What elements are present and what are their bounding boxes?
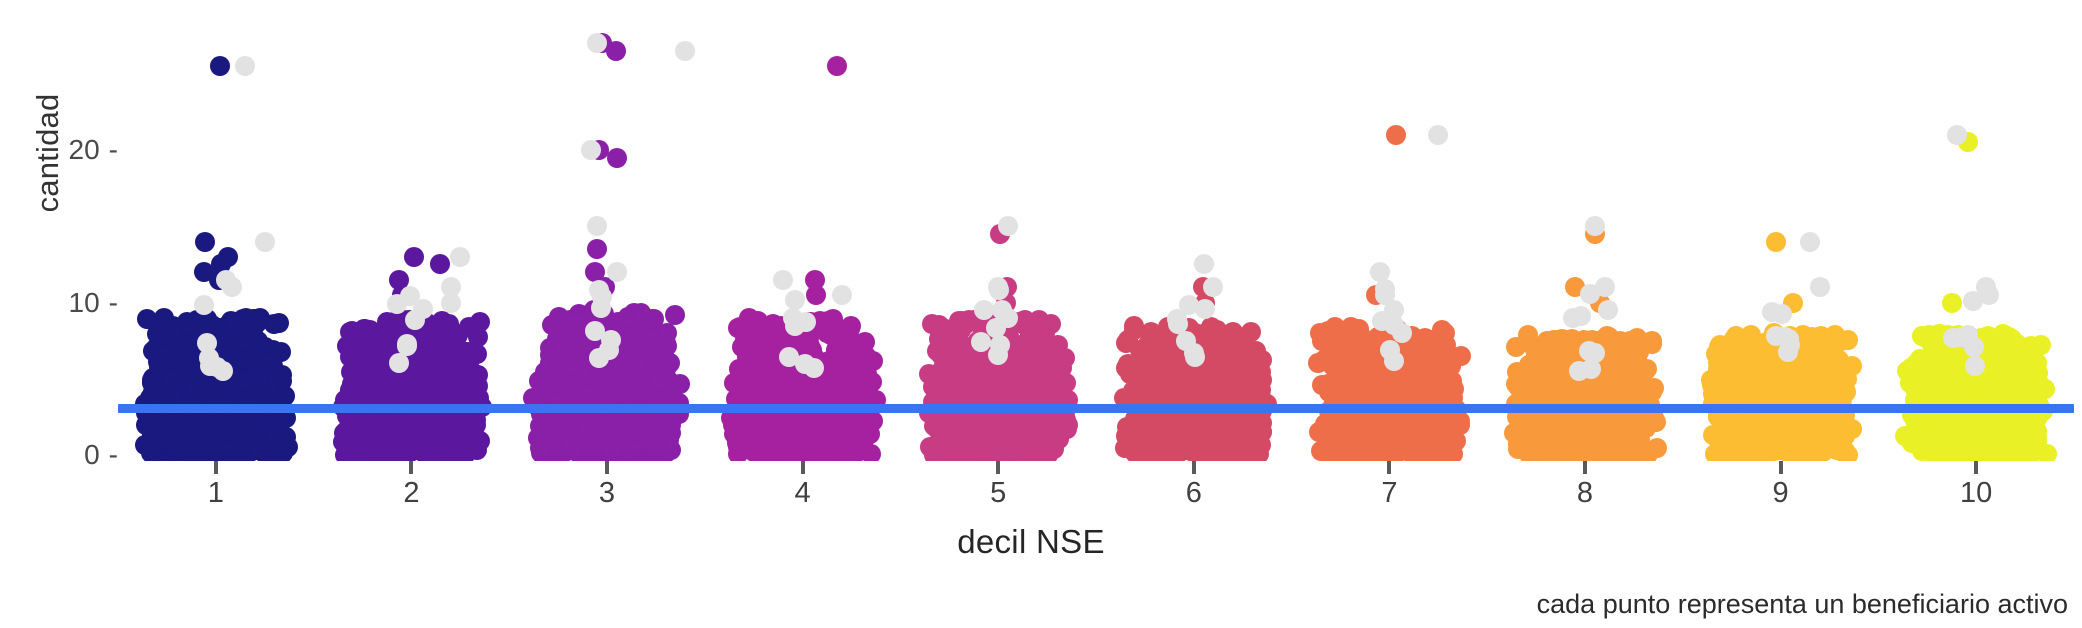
data-point-decil-4: [852, 430, 872, 450]
outlier-point-decil-3: [607, 148, 627, 168]
data-point-decil-2: [359, 380, 379, 400]
outlier-point-decil-1: [218, 247, 238, 267]
data-point-decil-1: [187, 445, 207, 461]
data-point-decil-2: [432, 325, 452, 345]
data-point-decil-1: [248, 369, 268, 389]
y-axis-tick-dash-icon: -: [109, 439, 118, 470]
y-axis-tick-10: 10-: [26, 287, 118, 319]
y-axis-tick-dash-icon: -: [109, 134, 118, 165]
data-point-decil-2: [404, 373, 424, 393]
data-point-decil-3: [644, 432, 664, 452]
outlier-point-decil-4: [827, 56, 847, 76]
data-point-decil-3: [623, 366, 643, 386]
data-point-decil-4: [820, 318, 840, 338]
data-point-decil-4: [817, 425, 837, 445]
data-point-decil-3: [533, 375, 553, 395]
data-point-decil-2: [425, 356, 445, 376]
data-point-decil-4: [732, 433, 752, 453]
data-point-decil-3: [550, 445, 570, 461]
outlier-point-decil-1: [210, 56, 230, 76]
data-point-decil-2: [423, 422, 443, 442]
data-point-decil-3: [633, 382, 653, 402]
data-point-decil-3: [610, 430, 630, 450]
data-point-decil-3: [552, 316, 572, 336]
data-point-decil-4: [772, 428, 792, 448]
data-point-decil-1: [186, 376, 206, 396]
plot-area: [118, 6, 2074, 461]
data-point-decil-3: [582, 442, 602, 461]
data-point-decil-2: [361, 361, 381, 381]
data-point-decil-3: [665, 305, 685, 325]
scatter-chart-figure: cantidad 0-10-20- 1 2 3 4 5 6 7 8 9 10 decil NSE …: [0, 0, 2082, 628]
y-axis-tick-label: 0: [84, 439, 100, 470]
data-point-decil-3: [577, 418, 597, 438]
data-point-decil-1: [266, 431, 286, 451]
data-point-decil-1: [153, 319, 173, 339]
y-axis-tick-20: 20-: [26, 134, 118, 166]
data-point-decil-2: [462, 438, 482, 458]
data-point-decil-3: [566, 373, 586, 393]
data-point-decil-1: [141, 437, 161, 457]
data-point-decil-4: [841, 343, 861, 363]
outlier-point-decil-3: [585, 262, 605, 282]
outlier-point-decil-2: [404, 247, 424, 267]
outlier-point-decil-3: [587, 239, 607, 259]
data-point-decil-2: [360, 320, 380, 340]
outlier-point-decil-1: [195, 232, 215, 252]
data-point-decil-3: [670, 374, 690, 394]
outlier-point-decil-2: [430, 254, 450, 274]
y-axis-tick-label: 10: [69, 287, 100, 318]
data-point-decil-1: [229, 444, 249, 461]
data-point-decil-1: [178, 339, 198, 359]
data-point-decil-2: [467, 344, 487, 364]
data-point-decil-1: [243, 318, 263, 338]
data-point-decil-2: [425, 445, 445, 461]
data-point-decil-4: [766, 368, 786, 388]
data-point-decil-1: [204, 430, 224, 450]
outlier-point-decil-4: [805, 270, 825, 290]
y-axis-tick-dash-icon: -: [109, 287, 118, 318]
data-point-decil-1: [168, 438, 188, 458]
data-point-decil-2: [443, 379, 463, 399]
data-point-decil-3: [592, 372, 612, 392]
data-point-decil-2: [384, 427, 404, 447]
data-point-decil-3: [553, 338, 573, 358]
data-point-decil-3: [643, 339, 663, 359]
data-point-decil-4: [740, 373, 760, 393]
y-axis-tick-0: 0-: [26, 439, 118, 471]
data-point-decil-1: [161, 371, 181, 391]
data-point-decil-4: [747, 319, 767, 339]
y-axis-tick-label: 20: [69, 134, 100, 165]
data-point-decil-4: [732, 337, 752, 357]
data-point-decil-3: [632, 306, 652, 326]
